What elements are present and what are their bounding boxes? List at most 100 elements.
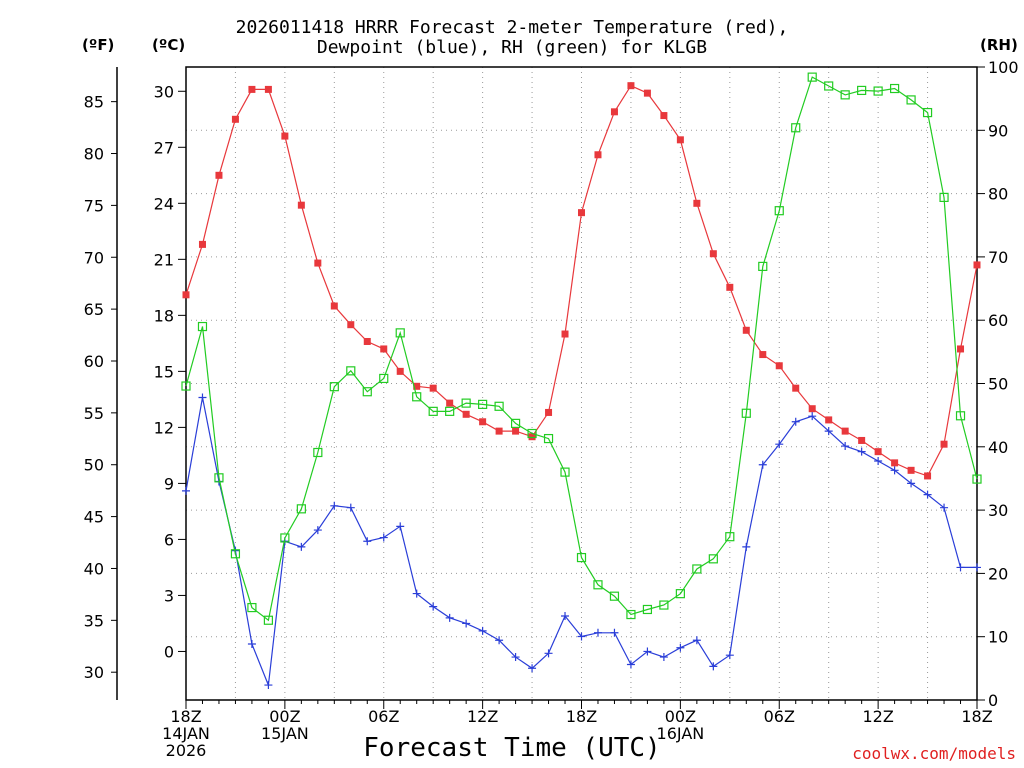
rh-point bbox=[560, 467, 570, 477]
fahrenheit-tick-label: 85 bbox=[84, 93, 104, 112]
chart-title-line-2: Dewpoint (blue), RH (green) for KLGB bbox=[316, 37, 708, 58]
dewpoint-point bbox=[182, 486, 190, 495]
rh-point bbox=[395, 328, 405, 338]
dewpoint-point bbox=[709, 662, 718, 671]
celsius-axis-unit: (ºC) bbox=[152, 36, 186, 54]
temperature-point bbox=[363, 337, 371, 345]
rh-point bbox=[527, 428, 537, 439]
series-line-rh bbox=[185, 76, 978, 622]
temperature-point bbox=[281, 132, 289, 140]
celsius-tick-label: 12 bbox=[154, 418, 174, 437]
fahrenheit-tick-label: 45 bbox=[84, 508, 104, 527]
dewpoint-point bbox=[890, 466, 899, 475]
dewpoint-point bbox=[857, 447, 866, 456]
dewpoint-point bbox=[808, 412, 817, 421]
rh-point bbox=[972, 474, 982, 484]
dewpoint-point bbox=[478, 626, 487, 635]
temperature-point bbox=[297, 201, 305, 209]
rh-tick-label: 50 bbox=[988, 375, 1008, 394]
dewpoint-point bbox=[775, 440, 784, 449]
celsius-tick-label: 30 bbox=[154, 82, 174, 101]
rh-point bbox=[758, 261, 768, 271]
dewpoint-point bbox=[593, 628, 602, 637]
dewpoint-point bbox=[330, 501, 339, 510]
x-tick-label: 18Z bbox=[961, 707, 992, 726]
temperature-point bbox=[248, 85, 256, 93]
dewpoint-point bbox=[297, 542, 306, 551]
dewpoint-point bbox=[495, 636, 504, 645]
dewpoint-point bbox=[561, 611, 570, 620]
rh-point bbox=[955, 411, 966, 421]
dewpoint-point bbox=[841, 442, 850, 451]
rh-point bbox=[494, 401, 504, 411]
temperature-point bbox=[578, 209, 585, 217]
rh-point bbox=[609, 591, 620, 601]
dewpoint-point bbox=[544, 649, 553, 658]
rh-point bbox=[214, 473, 224, 483]
celsius-tick-label: 24 bbox=[154, 194, 174, 213]
dewpoint-point bbox=[363, 537, 372, 546]
temperature-point bbox=[627, 82, 635, 90]
fahrenheit-tick-label: 80 bbox=[84, 145, 104, 164]
rh-point bbox=[197, 321, 208, 332]
dewpoint-point bbox=[742, 542, 751, 551]
watermark: coolwx.com/models bbox=[852, 744, 1016, 763]
dewpoint-point bbox=[198, 393, 207, 402]
x-tick-label: 16JAN bbox=[657, 724, 705, 743]
dewpoint-point bbox=[313, 526, 322, 535]
temperature-point bbox=[610, 108, 618, 116]
rh-point bbox=[791, 123, 801, 133]
fahrenheit-axis-unit: (ºF) bbox=[82, 36, 115, 54]
rh-point bbox=[445, 406, 455, 416]
x-tick-label: 14JAN bbox=[162, 724, 210, 743]
dewpoint-point bbox=[247, 639, 256, 648]
temperature-point bbox=[545, 408, 553, 416]
rh-point bbox=[922, 107, 933, 118]
temperature-point bbox=[973, 261, 981, 269]
temperature-point bbox=[182, 291, 190, 299]
rh-point bbox=[725, 532, 735, 542]
rh-point bbox=[296, 504, 306, 514]
x-tick-label: 2026 bbox=[166, 741, 207, 760]
rh-point bbox=[906, 95, 916, 105]
temperature-point bbox=[264, 85, 272, 93]
dewpoint-point bbox=[511, 653, 520, 662]
dewpoint-point bbox=[626, 660, 635, 669]
temperature-point bbox=[380, 345, 388, 353]
rh-tick-label: 60 bbox=[988, 311, 1008, 330]
rh-point bbox=[741, 408, 751, 418]
rh-point bbox=[329, 382, 339, 392]
rh-point bbox=[346, 366, 356, 376]
x-tick-label: 18Z bbox=[170, 707, 201, 726]
rh-point bbox=[461, 398, 471, 408]
fahrenheit-tick-label: 55 bbox=[84, 404, 104, 423]
fahrenheit-tick-label: 50 bbox=[84, 456, 104, 475]
dewpoint-point bbox=[445, 613, 454, 622]
x-tick-label: 12Z bbox=[862, 707, 893, 726]
dewpoint-point bbox=[907, 479, 916, 488]
rh-point bbox=[873, 86, 883, 96]
rh-tick-label: 70 bbox=[988, 248, 1008, 267]
dewpoint-point bbox=[725, 651, 734, 660]
dewpoint-point bbox=[940, 503, 949, 512]
dewpoint-point bbox=[264, 681, 273, 690]
celsius-tick-label: 27 bbox=[154, 138, 174, 157]
chart-title-line-1: 2026011418 HRRR Forecast 2-meter Tempera… bbox=[235, 17, 789, 38]
rh-tick-label: 10 bbox=[988, 628, 1008, 647]
dewpoint-point bbox=[643, 647, 652, 656]
temperature-point bbox=[396, 367, 404, 375]
temperature-point bbox=[726, 283, 734, 291]
temperature-point bbox=[446, 399, 454, 407]
rh-point bbox=[263, 615, 273, 625]
rh-point bbox=[510, 418, 521, 428]
temperature-point bbox=[594, 151, 602, 159]
temperature-point bbox=[660, 112, 668, 120]
temperature-point bbox=[528, 433, 536, 441]
fahrenheit-tick-label: 65 bbox=[84, 300, 104, 319]
temperature-point bbox=[479, 418, 487, 426]
fahrenheit-tick-label: 35 bbox=[84, 611, 104, 630]
rh-point bbox=[247, 602, 257, 613]
temperature-point bbox=[940, 440, 948, 448]
temperature-point bbox=[215, 171, 223, 179]
rh-point bbox=[774, 206, 784, 216]
